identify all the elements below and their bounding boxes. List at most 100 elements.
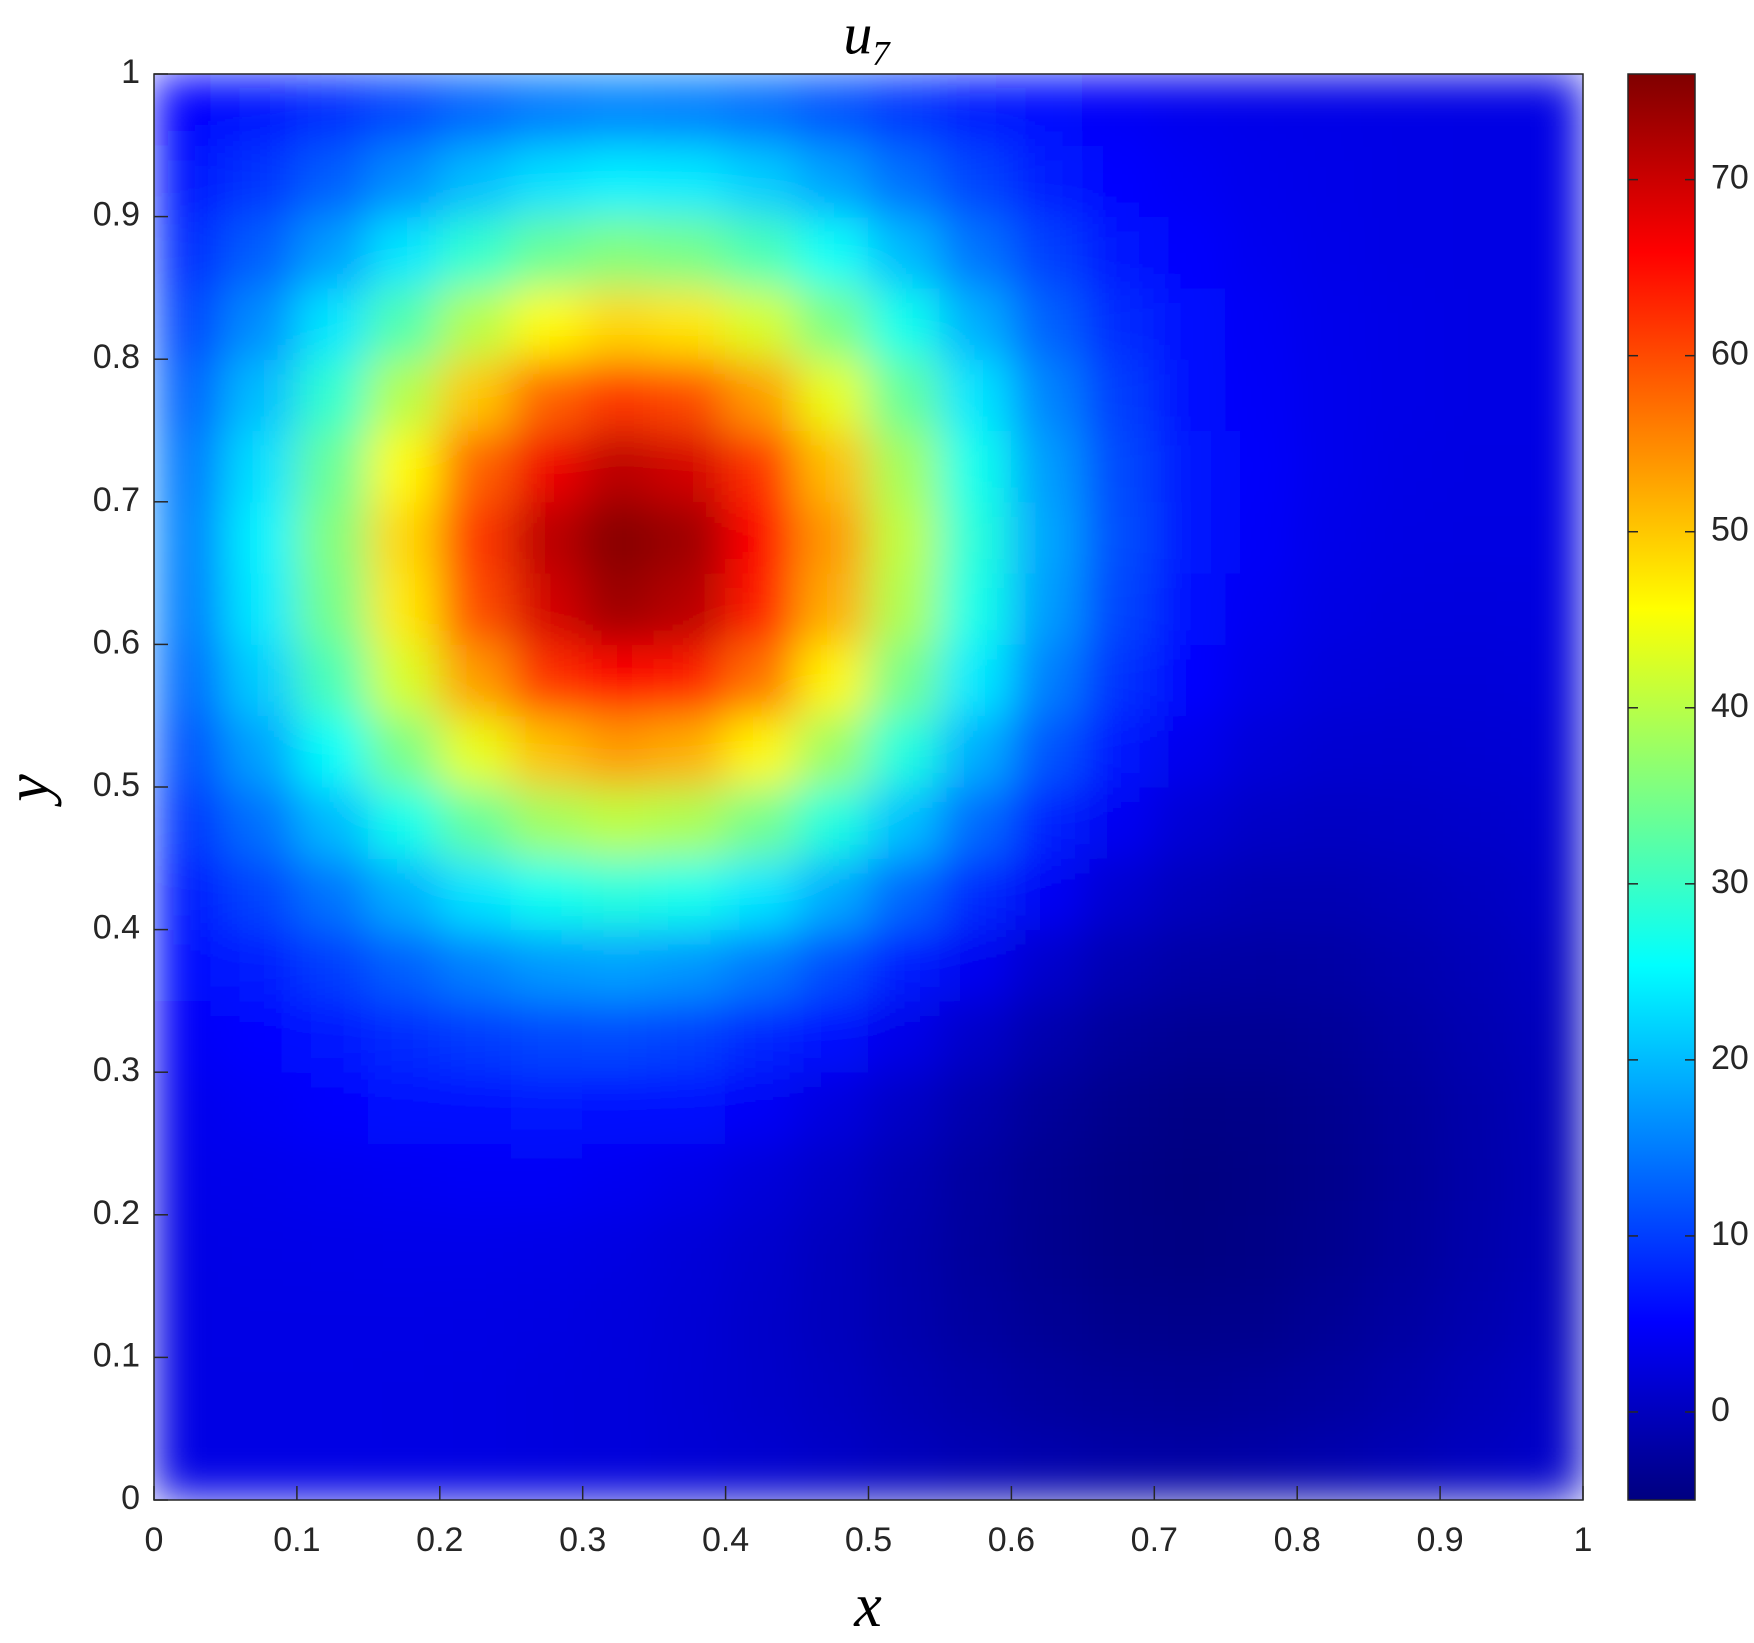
heatmap-cell — [582, 1000, 655, 1073]
heatmap-cell — [939, 74, 1012, 146]
heatmap-cell — [1082, 929, 1155, 1002]
heatmap-cell — [582, 358, 655, 431]
heatmap-cell — [796, 1214, 869, 1287]
heatmap-cell — [725, 1000, 798, 1073]
heatmap-cell — [796, 287, 869, 360]
heatmap-cell — [1225, 1071, 1298, 1144]
heatmap-cell — [1225, 1000, 1298, 1073]
heatmap-cell — [1296, 501, 1370, 574]
heatmap-cell — [1439, 715, 1513, 788]
heatmap-cell — [1082, 1214, 1155, 1287]
x-axis-label: x — [853, 1572, 882, 1640]
heatmap-cell — [154, 1000, 226, 1073]
heatmap-cell — [439, 1356, 512, 1430]
heatmap-cell — [582, 287, 655, 360]
heatmap-cell — [582, 1356, 655, 1430]
heatmap-cell — [1010, 572, 1084, 645]
heatmap-cell — [1511, 1285, 1583, 1358]
heatmap-cell — [1225, 1214, 1298, 1287]
heatmap-cell — [1225, 430, 1298, 503]
heatmap-cell — [868, 430, 941, 503]
heatmap-cell — [1368, 216, 1441, 289]
heatmap-cell — [1082, 1285, 1155, 1358]
heatmap-cell — [154, 1214, 226, 1287]
y-tick-label: 0.6 — [93, 623, 140, 661]
heatmap-cell — [1296, 430, 1370, 503]
heatmap-cell — [939, 358, 1012, 431]
heatmap-cell — [939, 715, 1012, 788]
heatmap-cell — [154, 572, 226, 645]
heatmap-cell — [1153, 572, 1227, 645]
heatmap-cell — [1368, 715, 1441, 788]
heatmap-cell — [367, 1000, 441, 1073]
heatmap-cell — [154, 1071, 226, 1144]
heatmap-cell — [1082, 430, 1155, 503]
heatmap-cell — [1225, 572, 1298, 645]
colorbar — [1627, 73, 1696, 1501]
heatmap-cell — [439, 1285, 512, 1358]
heatmap-cell — [939, 216, 1012, 289]
heatmap-cell — [439, 715, 512, 788]
heatmap-cell — [653, 144, 727, 218]
heatmap-cell — [725, 74, 798, 146]
heatmap-cell — [1368, 287, 1441, 360]
heatmap-cell — [1153, 1071, 1227, 1144]
heatmap-cell — [1439, 1428, 1513, 1500]
heatmap-cell — [154, 358, 226, 431]
heatmap-cell — [1225, 74, 1298, 146]
heatmap-cell — [725, 358, 798, 431]
heatmap-cell — [796, 715, 869, 788]
heatmap-cell — [296, 144, 369, 218]
heatmap-cell — [510, 287, 584, 360]
heatmap-cell — [1153, 287, 1227, 360]
heatmap-cell — [367, 1071, 441, 1144]
heatmap-cell — [224, 1285, 298, 1358]
heatmap-cell — [939, 1000, 1012, 1073]
heatmap-cell — [1439, 786, 1513, 859]
heatmap-cell — [1439, 1000, 1513, 1073]
heatmap-cell — [1368, 1000, 1441, 1073]
heatmap-cell — [1368, 929, 1441, 1002]
heatmap-cell — [439, 1071, 512, 1144]
heatmap-cell — [725, 1428, 798, 1500]
heatmap-cell — [1511, 74, 1583, 146]
heatmap-cell — [510, 144, 584, 218]
colorbar-tick-label: 30 — [1711, 863, 1749, 901]
heatmap-cell — [868, 1285, 941, 1358]
heatmap-cell — [1511, 857, 1583, 931]
heatmap-cell — [653, 74, 727, 146]
heatmap-cell — [1153, 1143, 1227, 1216]
heatmap-cell — [224, 572, 298, 645]
heatmap-cell — [796, 1071, 869, 1144]
heatmap-cell — [796, 1428, 869, 1500]
heatmap-cell — [296, 857, 369, 931]
heatmap-cell — [1439, 929, 1513, 1002]
heatmap-cell — [154, 1143, 226, 1216]
heatmap-cell — [296, 929, 369, 1002]
heatmap-cell — [868, 1214, 941, 1287]
heatmap-cell — [1225, 1356, 1298, 1430]
heatmap-cell — [510, 1071, 584, 1144]
heatmap-cell — [653, 1143, 727, 1216]
heatmap-cell — [224, 1214, 298, 1287]
heatmap-cell — [1368, 358, 1441, 431]
heatmap-cell — [154, 144, 226, 218]
heatmap-cell — [1296, 287, 1370, 360]
heatmap-cell — [1153, 144, 1227, 218]
heatmap-cell — [296, 1285, 369, 1358]
heatmap-cell — [224, 715, 298, 788]
heatmap-cell — [1082, 1000, 1155, 1073]
heatmap-cell — [1511, 430, 1583, 503]
heatmap-cell — [154, 430, 226, 503]
heatmap-cell — [1296, 1428, 1370, 1500]
heatmap-cell — [510, 857, 584, 931]
heatmap-cell — [1296, 1000, 1370, 1073]
heatmap-cell — [582, 1071, 655, 1144]
heatmap-cell — [1010, 643, 1084, 717]
heatmap-cell — [224, 929, 298, 1002]
heatmap-cell — [367, 1143, 441, 1216]
heatmap-cell — [510, 715, 584, 788]
heatmap-cell — [296, 1356, 369, 1430]
x-tick-label: 0.5 — [845, 1521, 892, 1559]
heatmap-cell — [1153, 857, 1227, 931]
